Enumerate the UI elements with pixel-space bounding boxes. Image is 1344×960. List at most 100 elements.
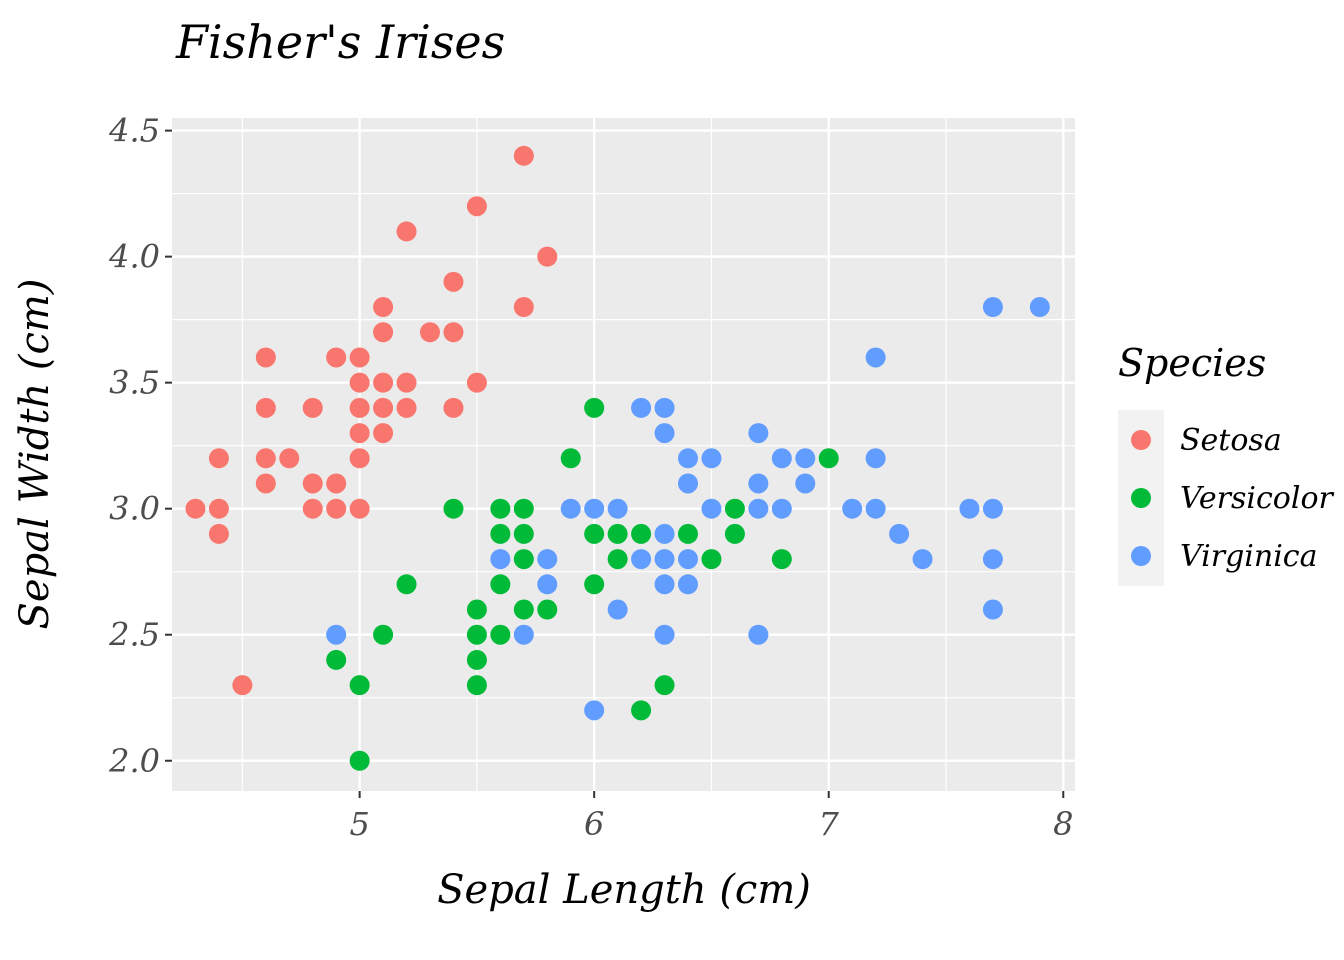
data-point: [513, 549, 534, 570]
data-point: [208, 448, 229, 469]
data-point: [701, 498, 722, 519]
x-axis-title: Sepal Length (cm): [437, 867, 811, 913]
data-point: [349, 372, 370, 393]
data-point: [466, 649, 487, 670]
legend-key: [1131, 430, 1151, 450]
data-point: [466, 196, 487, 217]
legend-label: Setosa: [1180, 423, 1282, 458]
data-point: [208, 523, 229, 544]
y-tick-label: 4.5: [108, 112, 160, 150]
data-point: [537, 549, 558, 570]
data-point: [349, 448, 370, 469]
data-point: [302, 498, 323, 519]
data-point: [255, 448, 276, 469]
data-point: [396, 397, 417, 418]
data-point: [443, 397, 464, 418]
legend-item-setosa: Setosa: [1131, 423, 1282, 458]
data-point: [349, 397, 370, 418]
data-point: [959, 498, 980, 519]
data-point: [513, 297, 534, 318]
data-point: [349, 347, 370, 368]
x-tick-label: 6: [584, 805, 604, 843]
y-tick-label: 3.0: [109, 490, 160, 528]
data-point: [654, 423, 675, 444]
data-point: [889, 523, 910, 544]
data-point: [513, 624, 534, 645]
data-point: [373, 423, 394, 444]
data-point: [631, 397, 652, 418]
data-point: [982, 549, 1003, 570]
data-point: [724, 523, 745, 544]
data-point: [865, 498, 886, 519]
data-point: [396, 574, 417, 595]
data-point: [1029, 297, 1050, 318]
x-axis: 5 6 7 8: [349, 791, 1073, 843]
legend-label: Virginica: [1180, 539, 1317, 574]
data-point: [701, 448, 722, 469]
data-point: [513, 145, 534, 166]
data-point: [490, 574, 511, 595]
data-point: [584, 523, 605, 544]
data-point: [631, 523, 652, 544]
data-point: [349, 498, 370, 519]
data-point: [349, 675, 370, 696]
series-virginica: [326, 297, 1050, 721]
data-point: [513, 599, 534, 620]
y-tick-label: 4.0: [108, 238, 160, 276]
x-tick-label: 5: [349, 805, 369, 843]
data-point: [654, 549, 675, 570]
data-point: [982, 297, 1003, 318]
legend: Species Setosa Versicolor Virginica: [1118, 341, 1335, 586]
minor-gridlines: [172, 118, 1075, 791]
data-point: [466, 675, 487, 696]
data-point: [584, 700, 605, 721]
data-point: [490, 549, 511, 570]
data-point: [349, 750, 370, 771]
data-point: [654, 523, 675, 544]
series-setosa: [185, 145, 558, 696]
legend-title: Species: [1118, 341, 1266, 385]
data-point: [420, 322, 440, 343]
data-point: [373, 397, 394, 418]
data-point: [748, 498, 769, 519]
data-point: [771, 448, 792, 469]
data-point: [537, 246, 558, 267]
data-point: [326, 498, 347, 519]
data-point: [513, 498, 534, 519]
data-point: [631, 700, 652, 721]
data-point: [818, 448, 839, 469]
data-point: [326, 649, 347, 670]
legend-item-versicolor: Versicolor: [1131, 481, 1335, 516]
data-point: [349, 423, 370, 444]
data-point: [607, 599, 628, 620]
data-point: [982, 599, 1003, 620]
data-points: [185, 145, 1050, 771]
data-point: [490, 498, 511, 519]
data-point: [771, 549, 792, 570]
data-point: [443, 322, 464, 343]
data-point: [748, 624, 769, 645]
y-tick-label: 2.5: [108, 616, 160, 654]
data-point: [584, 498, 605, 519]
data-point: [678, 448, 698, 469]
data-point: [678, 523, 698, 544]
data-point: [396, 221, 417, 242]
data-point: [466, 372, 487, 393]
data-point: [560, 498, 581, 519]
data-point: [373, 322, 394, 343]
data-point: [232, 675, 253, 696]
data-point: [865, 347, 886, 368]
data-point: [607, 498, 628, 519]
data-point: [326, 473, 347, 494]
y-tick-label: 2.0: [108, 742, 160, 780]
x-tick-label: 7: [819, 805, 840, 843]
data-point: [537, 574, 558, 595]
data-point: [208, 498, 229, 519]
data-point: [373, 624, 394, 645]
data-point: [537, 599, 558, 620]
data-point: [701, 549, 722, 570]
data-point: [748, 423, 769, 444]
data-point: [842, 498, 863, 519]
